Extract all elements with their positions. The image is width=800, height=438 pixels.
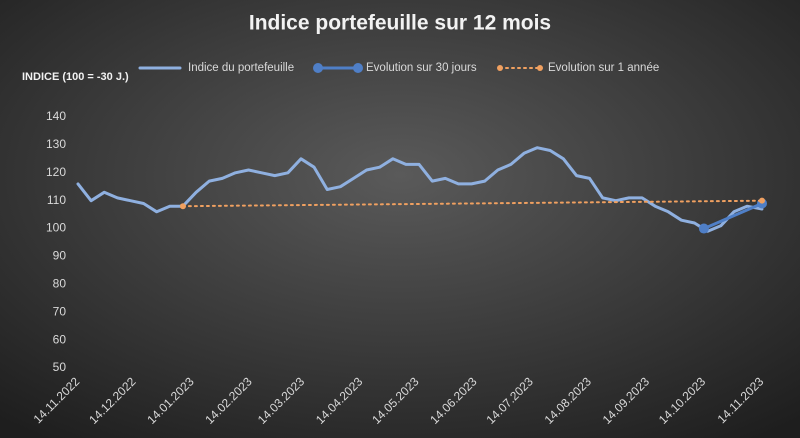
legend-label: Indice du portefeuille [188, 62, 294, 74]
legend-swatch-marker [313, 63, 323, 73]
y-tick-label: 70 [53, 304, 67, 318]
y-tick-label: 50 [53, 360, 67, 374]
y-tick-label: 110 [47, 193, 66, 207]
legend-swatch-marker [353, 63, 363, 73]
y-tick-label: 130 [46, 137, 66, 151]
series-line [76, 146, 764, 233]
y-tick-label: 60 [53, 332, 67, 346]
legend-swatch-marker [497, 65, 503, 71]
y-tick-label: 80 [53, 277, 67, 291]
series-marker [179, 203, 186, 210]
series-line [702, 202, 764, 231]
legend-label: Evolution sur 30 jours [366, 62, 477, 74]
series-marker [698, 223, 709, 234]
y-axis-label: INDICE (100 = -30 J.) [22, 71, 129, 83]
y-tick-label: 100 [46, 221, 66, 235]
y-tick-label: 140 [46, 109, 66, 123]
chart-title: Indice portefeuille sur 12 mois [249, 12, 551, 35]
y-tick-label: 120 [46, 165, 66, 179]
legend-label: Evolution sur 1 année [548, 62, 659, 74]
legend-swatch-marker [537, 65, 543, 71]
y-tick-label: 90 [53, 249, 67, 263]
series-marker [759, 197, 765, 204]
series-line [181, 199, 763, 208]
